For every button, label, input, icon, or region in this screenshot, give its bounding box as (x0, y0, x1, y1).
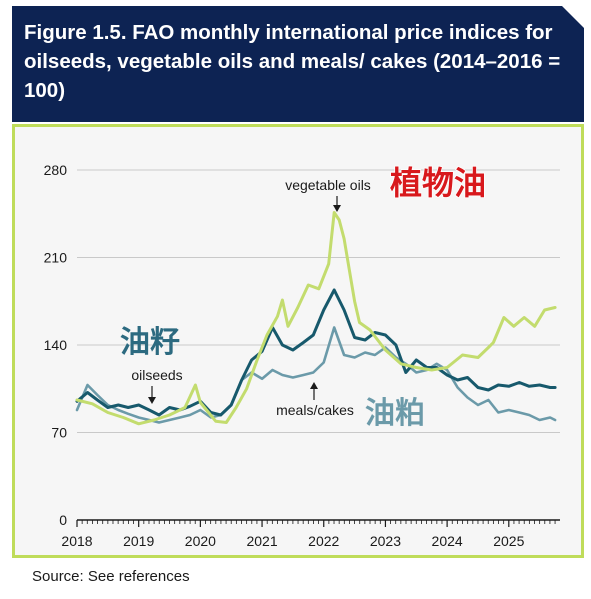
source-note: Source: See references (32, 568, 190, 585)
y-tick-label-140: 140 (44, 337, 68, 353)
y-tick-label-70: 70 (51, 425, 67, 441)
annotation-arrowhead-vegetable-oils (333, 205, 341, 212)
x-tick-label-2022: 2022 (308, 533, 339, 549)
figure-header: Figure 1.5. FAO monthly international pr… (12, 6, 584, 122)
overlay-label-oilseeds: 油籽 (120, 325, 180, 360)
annotation-oilseeds: oilseeds (131, 367, 182, 383)
series-line-meals-cakes (75, 326, 557, 424)
annotation-arrowhead-oilseeds (148, 397, 156, 404)
y-tick-label-210: 210 (44, 250, 68, 266)
x-tick-label-2024: 2024 (432, 533, 463, 549)
y-tick-label-280: 280 (44, 162, 68, 178)
x-tick-label-2021: 2021 (246, 533, 277, 549)
chart-panel (12, 124, 584, 558)
x-tick-label-2025: 2025 (493, 533, 524, 549)
x-tick-label-2023: 2023 (370, 533, 401, 549)
series-line-oilseeds (75, 288, 557, 417)
overlay-label-vegetable-oils: 植物油 (390, 164, 486, 202)
annotation-vegetable-oils: vegetable oils (285, 177, 371, 193)
annotation-arrowhead-meals-cakes (310, 382, 318, 389)
series-line-vegetable-oils (75, 211, 557, 426)
x-tick-label-2019: 2019 (123, 533, 154, 549)
annotation-meals-cakes: meals/cakes (276, 402, 354, 418)
figure-title: Figure 1.5. FAO monthly international pr… (24, 21, 561, 102)
overlay-label-meals-cakes: 油粕 (365, 396, 425, 431)
x-tick-label-2020: 2020 (185, 533, 216, 549)
y-tick-label-0: 0 (59, 512, 67, 528)
header-corner (562, 6, 584, 28)
x-tick-label-2018: 2018 (61, 533, 92, 549)
